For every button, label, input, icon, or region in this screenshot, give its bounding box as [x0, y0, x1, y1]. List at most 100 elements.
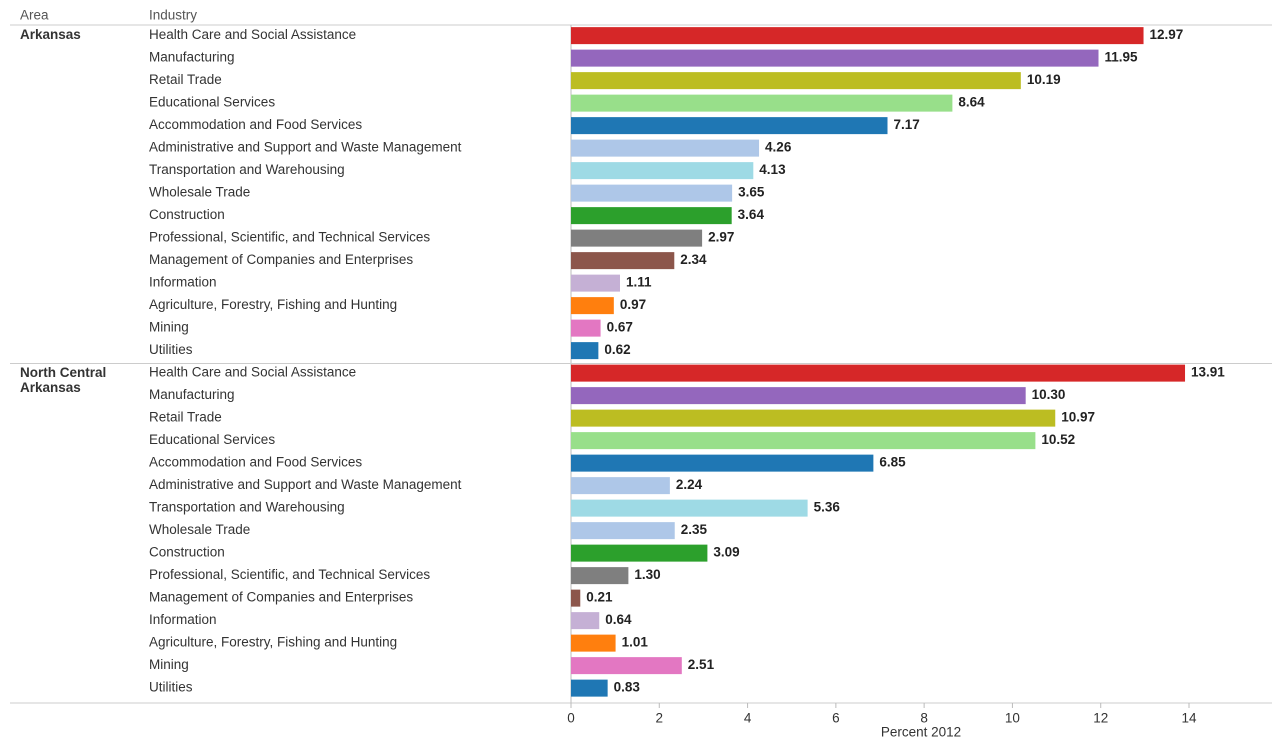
- category-label: Administrative and Support and Waste Man…: [149, 477, 462, 492]
- data-label: 2.97: [708, 230, 734, 245]
- bar: [571, 364, 1186, 382]
- data-label: 3.65: [738, 185, 765, 200]
- category-label: Wholesale Trade: [149, 185, 250, 200]
- bar: [571, 634, 616, 652]
- data-label: 12.97: [1150, 27, 1184, 42]
- data-label: 4.26: [765, 140, 792, 155]
- column-header: Industry: [149, 8, 197, 23]
- category-label: Professional, Scientific, and Technical …: [149, 567, 430, 582]
- data-label: 11.95: [1105, 50, 1139, 65]
- data-label: 10.97: [1061, 410, 1095, 425]
- data-label: 0.62: [604, 342, 630, 357]
- x-tick-label: 12: [1093, 711, 1108, 726]
- category-label: Manufacturing: [149, 50, 235, 65]
- x-tick-label: 10: [1005, 711, 1020, 726]
- data-label: 0.21: [586, 590, 613, 605]
- bar: [571, 252, 675, 270]
- category-label: Transportation and Warehousing: [149, 162, 345, 177]
- bar: [571, 207, 732, 225]
- bar: [571, 27, 1144, 45]
- category-label: Construction: [149, 545, 225, 560]
- bar: [571, 454, 874, 472]
- x-tick-label: 4: [744, 711, 752, 726]
- category-label: Health Care and Social Assistance: [149, 27, 356, 42]
- data-label: 1.30: [634, 567, 660, 582]
- bar: [571, 297, 614, 315]
- bar: [571, 612, 600, 630]
- data-label: 1.11: [626, 275, 652, 290]
- bar: [571, 387, 1026, 405]
- data-label: 0.64: [605, 612, 632, 627]
- category-label: Educational Services: [149, 432, 275, 447]
- data-label: 2.24: [676, 477, 703, 492]
- x-tick-label: 8: [920, 711, 928, 726]
- bar: [571, 274, 620, 292]
- bar: [571, 544, 708, 562]
- x-tick-label: 2: [656, 711, 664, 726]
- category-label: Information: [149, 612, 217, 627]
- bar: [571, 589, 581, 607]
- data-label: 1.01: [622, 635, 649, 650]
- data-label: 4.13: [759, 162, 786, 177]
- bar: [571, 342, 599, 360]
- data-label: 6.85: [879, 455, 906, 470]
- category-label: Health Care and Social Assistance: [149, 365, 356, 380]
- column-header: Area: [20, 8, 49, 23]
- category-label: Educational Services: [149, 95, 275, 110]
- data-label: 2.51: [688, 657, 715, 672]
- category-label: Agriculture, Forestry, Fishing and Hunti…: [149, 297, 397, 312]
- data-label: 0.83: [614, 680, 641, 695]
- bar: [571, 657, 682, 675]
- category-label: Accommodation and Food Services: [149, 117, 362, 132]
- category-label: Retail Trade: [149, 410, 222, 425]
- category-label: Transportation and Warehousing: [149, 500, 345, 515]
- bar: [571, 679, 608, 697]
- category-label: Mining: [149, 657, 189, 672]
- category-label: Utilities: [149, 680, 193, 695]
- category-label: Utilities: [149, 342, 193, 357]
- x-axis-title: Percent 2012: [881, 725, 961, 738]
- data-label: 5.36: [814, 500, 841, 515]
- area-label: Arkansas: [20, 27, 81, 42]
- bar: [571, 432, 1036, 450]
- x-tick-label: 0: [567, 711, 575, 726]
- area-label: North Central Arkansas: [20, 364, 107, 395]
- category-label: Retail Trade: [149, 72, 222, 87]
- category-label: Professional, Scientific, and Technical …: [149, 230, 430, 245]
- bar: [571, 229, 703, 247]
- bar: [571, 319, 601, 337]
- bar: [571, 499, 808, 517]
- category-label: Wholesale Trade: [149, 522, 250, 537]
- category-label: Accommodation and Food Services: [149, 455, 362, 470]
- category-label: Manufacturing: [149, 387, 235, 402]
- bar: [571, 522, 675, 540]
- category-label: Mining: [149, 320, 189, 335]
- data-label: 2.35: [681, 522, 708, 537]
- data-label: 3.09: [713, 545, 739, 560]
- data-label: 0.67: [607, 320, 633, 335]
- bar: [571, 184, 733, 202]
- category-label: Construction: [149, 207, 225, 222]
- data-label: 3.64: [738, 207, 765, 222]
- bar: [571, 94, 953, 112]
- category-label: Management of Companies and Enterprises: [149, 590, 413, 605]
- bar: [571, 567, 629, 585]
- data-label: 8.64: [958, 95, 985, 110]
- bar: [571, 49, 1099, 67]
- data-label: 0.97: [620, 297, 646, 312]
- category-label: Administrative and Support and Waste Man…: [149, 140, 462, 155]
- bar: [571, 409, 1056, 427]
- category-label: Agriculture, Forestry, Fishing and Hunti…: [149, 635, 397, 650]
- data-label: 10.19: [1027, 72, 1061, 87]
- data-label: 7.17: [894, 117, 920, 132]
- bar: [571, 162, 754, 180]
- area-label-box: Arkansas: [20, 27, 81, 42]
- bar: [571, 477, 670, 495]
- category-label: Information: [149, 275, 217, 290]
- bar: [571, 117, 888, 135]
- bar: [571, 139, 760, 157]
- data-label: 10.30: [1032, 387, 1066, 402]
- data-label: 10.52: [1041, 432, 1075, 447]
